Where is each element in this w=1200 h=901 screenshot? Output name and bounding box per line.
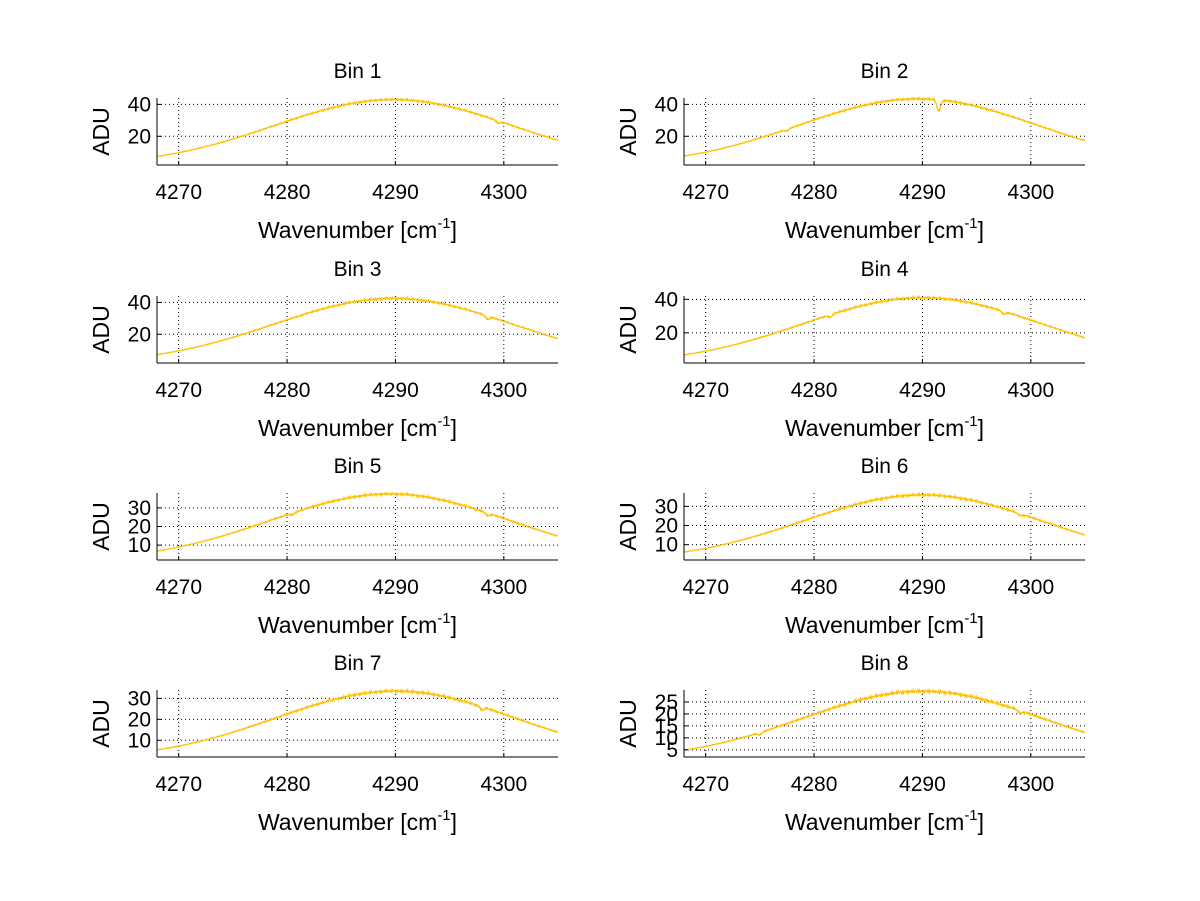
- x-tick-label: 4270: [155, 773, 202, 796]
- x-axis-label: Wavenumber [cm-1]: [258, 413, 457, 441]
- y-tick-label: 10: [128, 534, 151, 557]
- series-line-1: [156, 491, 558, 552]
- y-tick-label: 30: [128, 497, 151, 520]
- subplot-3: 4270 4280 4290 4300 20 40 Bin 3 Wavenumber [cm-…: [88, 258, 559, 441]
- series-line-1: [156, 295, 559, 356]
- y-axis-label: ADU: [88, 502, 114, 551]
- x-tick-label: 4300: [1007, 576, 1054, 599]
- subplot-title: Bin 4: [861, 258, 909, 281]
- y-tick-label: 25: [655, 691, 678, 714]
- y-tick-label: 10: [128, 729, 151, 752]
- x-tick-label: 4290: [372, 379, 419, 402]
- y-axis-label: ADU: [88, 699, 114, 748]
- x-tick-label: 4270: [155, 576, 202, 599]
- subplot-title: Bin 8: [861, 652, 909, 675]
- y-tick-label: 20: [128, 708, 151, 731]
- y-tick-label: 40: [128, 93, 151, 116]
- x-axis-label: Wavenumber [cm-1]: [785, 215, 984, 243]
- y-tick-label: 20: [655, 125, 678, 148]
- series-line-1: [683, 491, 1085, 553]
- y-tick-label: 10: [655, 727, 678, 750]
- x-tick-label: 4300: [1007, 181, 1054, 204]
- subplot-title: Bin 2: [861, 60, 909, 83]
- subplot-title: Bin 3: [334, 258, 382, 281]
- subplot-title: Bin 7: [334, 652, 382, 675]
- subplot-4: 4270 4280 4290 4300 20 40 Bin 4 Wavenumber [cm-…: [615, 258, 1086, 441]
- y-tick-label: 30: [655, 495, 678, 518]
- y-tick-label: 40: [655, 93, 678, 116]
- subplot-title: Bin 6: [861, 455, 909, 478]
- y-tick-label: 40: [655, 288, 678, 311]
- x-tick-label: 4280: [791, 773, 838, 796]
- y-axis-label: ADU: [88, 107, 114, 156]
- y-tick-label: 20: [655, 703, 678, 726]
- y-tick-label: 20: [655, 515, 678, 538]
- x-tick-label: 4290: [372, 181, 419, 204]
- y-axis-label: ADU: [615, 305, 641, 354]
- x-tick-label: 4270: [682, 379, 729, 402]
- subplot-title: Bin 5: [334, 455, 382, 478]
- y-tick-label: 10: [655, 534, 678, 557]
- x-tick-label: 4280: [264, 773, 311, 796]
- x-tick-label: 4300: [480, 773, 527, 796]
- y-tick-label: 20: [128, 125, 151, 148]
- x-tick-label: 4290: [899, 773, 946, 796]
- y-axis-label: ADU: [88, 305, 114, 354]
- x-tick-label: 4290: [372, 576, 419, 599]
- x-tick-label: 4280: [264, 576, 311, 599]
- x-tick-label: 4270: [682, 181, 729, 204]
- x-tick-label: 4300: [1007, 773, 1054, 796]
- x-tick-label: 4280: [791, 379, 838, 402]
- x-axis-label: Wavenumber [cm-1]: [258, 610, 457, 638]
- x-tick-label: 4270: [682, 773, 729, 796]
- x-tick-label: 4290: [372, 773, 419, 796]
- x-tick-label: 4290: [899, 379, 946, 402]
- y-tick-label: 40: [128, 291, 151, 314]
- x-tick-label: 4300: [480, 379, 527, 402]
- subplot-2: 4270 4280 4290 4300 20 40 Bin 2 Wavenumber [cm-…: [615, 60, 1086, 243]
- series-line-1: [683, 687, 1085, 751]
- y-axis-label: ADU: [615, 502, 641, 551]
- series-line-1: [156, 687, 558, 751]
- y-tick-label: 20: [128, 516, 151, 539]
- x-tick-label: 4300: [480, 181, 527, 204]
- x-axis-label: Wavenumber [cm-1]: [258, 807, 457, 835]
- y-axis-label: ADU: [615, 107, 641, 156]
- x-tick-label: 4270: [682, 576, 729, 599]
- x-tick-label: 4290: [899, 181, 946, 204]
- x-axis-label: Wavenumber [cm-1]: [785, 807, 984, 835]
- x-tick-label: 4290: [899, 576, 946, 599]
- y-tick-label: 15: [655, 715, 678, 738]
- x-tick-label: 4270: [155, 379, 202, 402]
- subplot-1: 4270 4280 4290 4300 20 40 Bin 1 Wavenumber [cm-…: [88, 60, 559, 243]
- series-line-1: [683, 294, 1086, 356]
- y-tick-label: 30: [128, 687, 151, 710]
- y-tick-label: 20: [655, 322, 678, 345]
- series-line-1: [683, 96, 1086, 157]
- x-tick-label: 4280: [264, 379, 311, 402]
- x-axis-label: Wavenumber [cm-1]: [785, 610, 984, 638]
- x-tick-label: 4280: [791, 181, 838, 204]
- y-tick-label: 20: [128, 323, 151, 346]
- x-axis-label: Wavenumber [cm-1]: [785, 413, 984, 441]
- x-tick-label: 4280: [264, 181, 311, 204]
- x-tick-label: 4300: [1007, 379, 1054, 402]
- series-line-1: [156, 96, 559, 158]
- x-axis-label: Wavenumber [cm-1]: [258, 215, 457, 243]
- x-tick-label: 4270: [155, 181, 202, 204]
- y-tick-label: 5: [666, 739, 678, 762]
- subplot-title: Bin 1: [334, 60, 382, 83]
- y-axis-label: ADU: [615, 699, 641, 748]
- x-tick-label: 4280: [791, 576, 838, 599]
- x-tick-label: 4300: [480, 576, 527, 599]
